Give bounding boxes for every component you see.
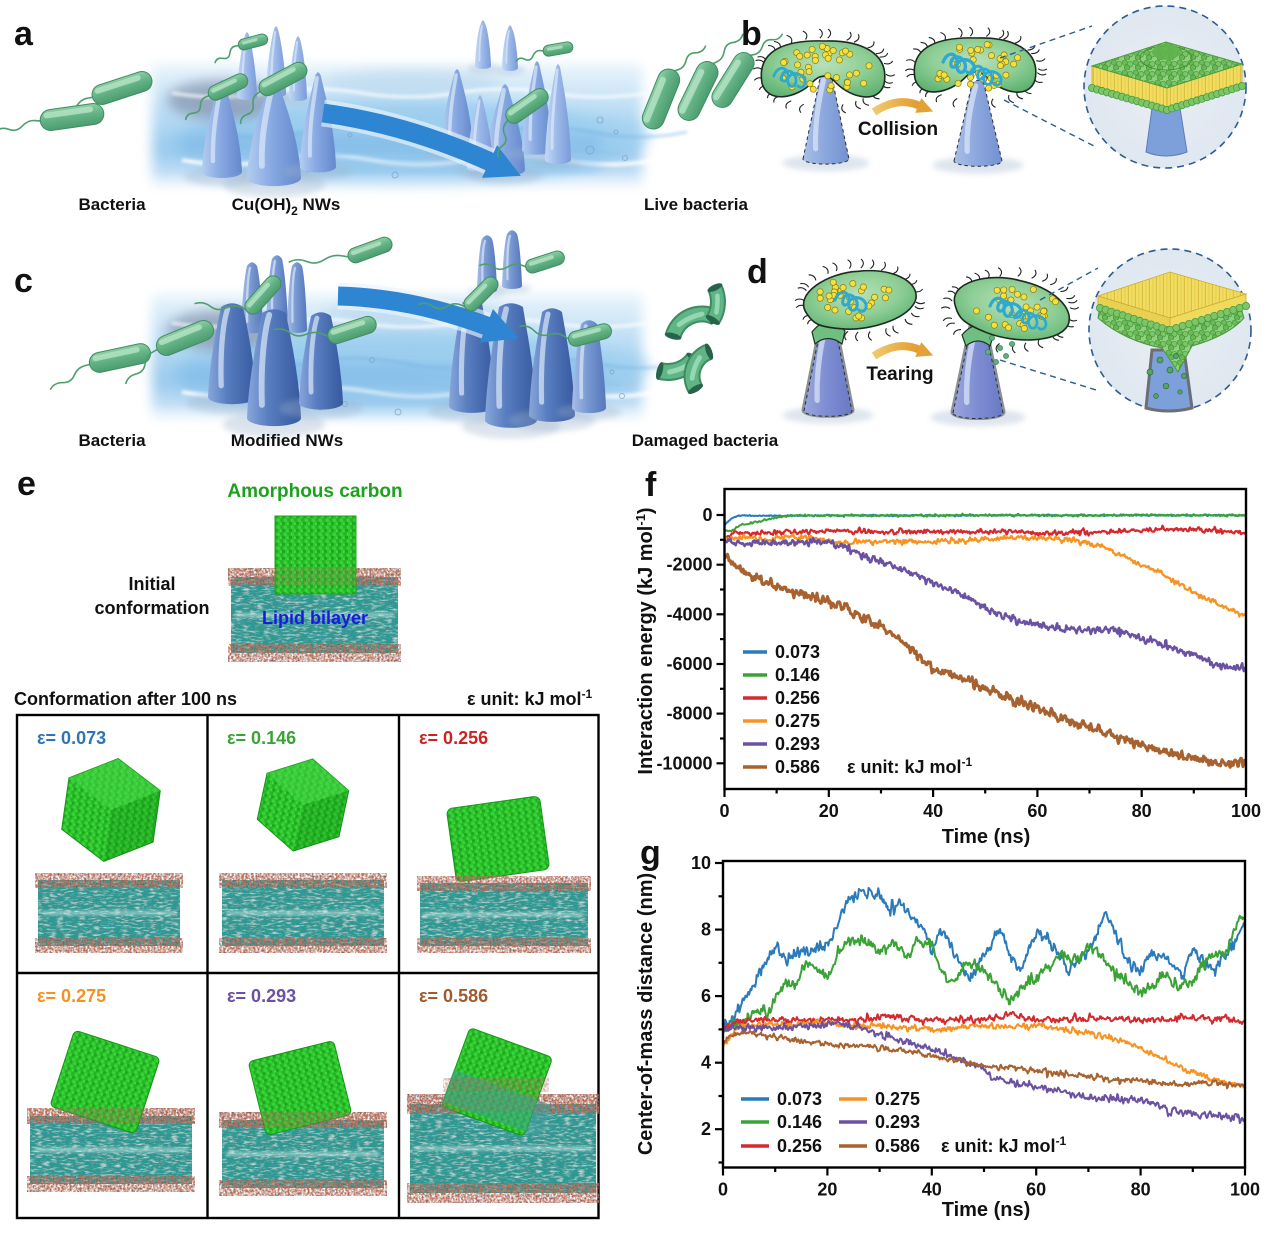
- svg-text:0.146: 0.146: [775, 665, 820, 685]
- svg-text:-8000: -8000: [666, 704, 712, 724]
- svg-text:ε= 0.146: ε= 0.146: [227, 728, 296, 748]
- svg-text:Conformation after 100 ns: Conformation after 100 ns: [14, 689, 237, 709]
- svg-text:ε= 0.073: ε= 0.073: [37, 728, 106, 748]
- svg-text:conformation: conformation: [95, 598, 210, 618]
- svg-text:-2000: -2000: [666, 555, 712, 575]
- svg-text:Cu(OH)2 NWs: Cu(OH)2 NWs: [232, 195, 341, 218]
- svg-text:ε= 0.586: ε= 0.586: [419, 986, 488, 1006]
- svg-text:Time (ns): Time (ns): [942, 1199, 1031, 1221]
- svg-text:a: a: [14, 15, 34, 53]
- svg-text:100: 100: [1231, 801, 1261, 821]
- svg-text:20: 20: [817, 1180, 837, 1200]
- svg-text:ε= 0.256: ε= 0.256: [419, 728, 488, 748]
- svg-text:0.073: 0.073: [775, 642, 820, 662]
- svg-text:ε unit: kJ mol-1: ε unit: kJ mol-1: [941, 1134, 1067, 1156]
- svg-text:Bacteria: Bacteria: [78, 431, 146, 450]
- svg-text:e: e: [17, 465, 36, 503]
- svg-text:-10000: -10000: [656, 753, 712, 773]
- svg-text:Damaged bacteria: Damaged bacteria: [632, 431, 779, 450]
- svg-text:g: g: [640, 834, 661, 872]
- svg-text:60: 60: [1027, 801, 1047, 821]
- svg-text:0.293: 0.293: [775, 734, 820, 754]
- svg-text:40: 40: [923, 801, 943, 821]
- svg-text:10: 10: [691, 853, 711, 873]
- svg-text:b: b: [741, 15, 762, 53]
- svg-text:0: 0: [719, 801, 729, 821]
- svg-text:Tearing: Tearing: [866, 364, 933, 385]
- svg-text:80: 80: [1132, 801, 1152, 821]
- svg-text:d: d: [747, 253, 768, 291]
- svg-text:0.256: 0.256: [777, 1136, 822, 1156]
- svg-text:80: 80: [1131, 1180, 1151, 1200]
- svg-text:ε= 0.293: ε= 0.293: [227, 986, 296, 1006]
- svg-text:0.586: 0.586: [875, 1136, 920, 1156]
- svg-text:6: 6: [701, 986, 711, 1006]
- svg-text:ε unit: kJ mol-1: ε unit: kJ mol-1: [847, 755, 973, 777]
- svg-text:100: 100: [1230, 1180, 1260, 1200]
- svg-text:20: 20: [819, 801, 839, 821]
- svg-text:0: 0: [702, 505, 712, 525]
- svg-text:0.256: 0.256: [775, 688, 820, 708]
- svg-text:f: f: [645, 466, 657, 504]
- svg-text:-4000: -4000: [666, 604, 712, 624]
- svg-text:Modified NWs: Modified NWs: [231, 431, 343, 450]
- svg-text:Initial: Initial: [128, 574, 175, 594]
- svg-text:ε unit: kJ mol-1: ε unit: kJ mol-1: [467, 687, 593, 709]
- svg-text:Center-of-mass distance (nm): Center-of-mass distance (nm): [635, 873, 657, 1155]
- svg-text:Amorphous carbon: Amorphous carbon: [227, 481, 402, 502]
- svg-text:0.073: 0.073: [777, 1089, 822, 1109]
- svg-text:Live bacteria: Live bacteria: [644, 195, 748, 214]
- svg-text:Time (ns): Time (ns): [942, 826, 1031, 848]
- svg-text:-6000: -6000: [666, 654, 712, 674]
- svg-text:c: c: [14, 262, 33, 300]
- svg-text:0.275: 0.275: [775, 711, 820, 731]
- svg-text:ε= 0.275: ε= 0.275: [37, 986, 106, 1006]
- svg-text:0: 0: [718, 1180, 728, 1200]
- svg-text:0.293: 0.293: [875, 1112, 920, 1132]
- svg-text:Interaction energy (kJ mol-1): Interaction energy (kJ mol-1): [633, 507, 658, 774]
- svg-text:8: 8: [701, 920, 711, 940]
- svg-text:2: 2: [701, 1119, 711, 1139]
- svg-text:0.146: 0.146: [777, 1112, 822, 1132]
- svg-text:Lipid bilayer: Lipid bilayer: [262, 608, 368, 628]
- svg-text:Bacteria: Bacteria: [78, 195, 146, 214]
- svg-text:4: 4: [701, 1053, 711, 1073]
- svg-text:Collision: Collision: [858, 119, 938, 140]
- svg-text:0.275: 0.275: [875, 1089, 920, 1109]
- svg-text:60: 60: [1026, 1180, 1046, 1200]
- svg-text:40: 40: [922, 1180, 942, 1200]
- svg-text:0.586: 0.586: [775, 757, 820, 777]
